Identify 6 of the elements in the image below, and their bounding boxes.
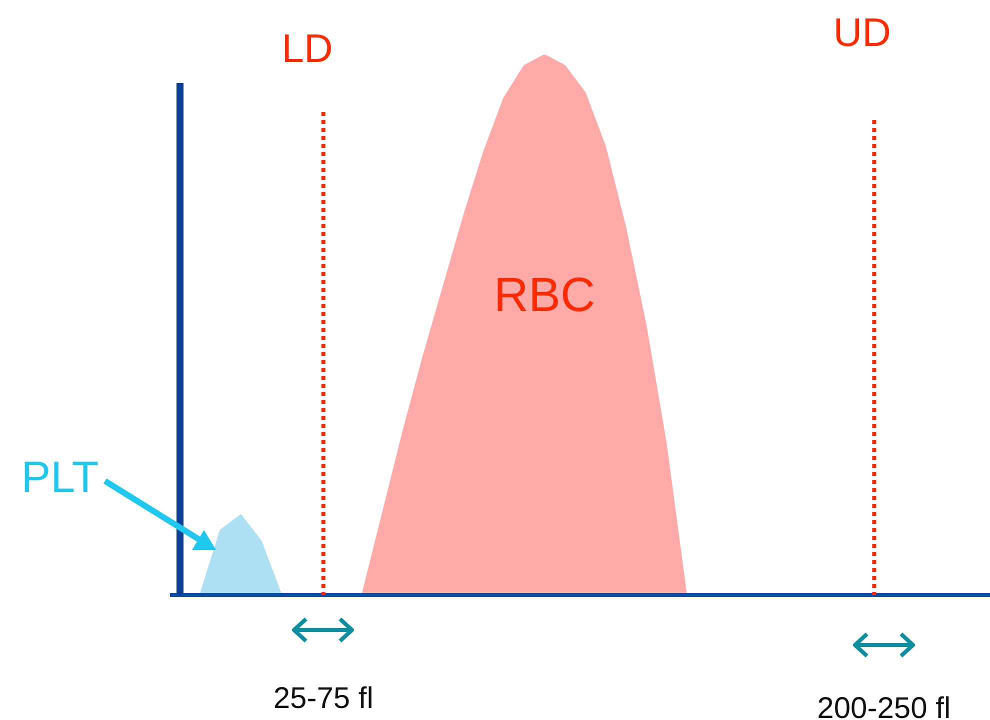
- text: PLT: [21, 453, 99, 502]
- text: 200-250 fl: [817, 692, 951, 720]
- text: UD: [833, 11, 892, 55]
- text: LD: [282, 27, 333, 71]
- series-label: RBC: [494, 269, 596, 322]
- text: 25-75 fl: [273, 682, 374, 715]
